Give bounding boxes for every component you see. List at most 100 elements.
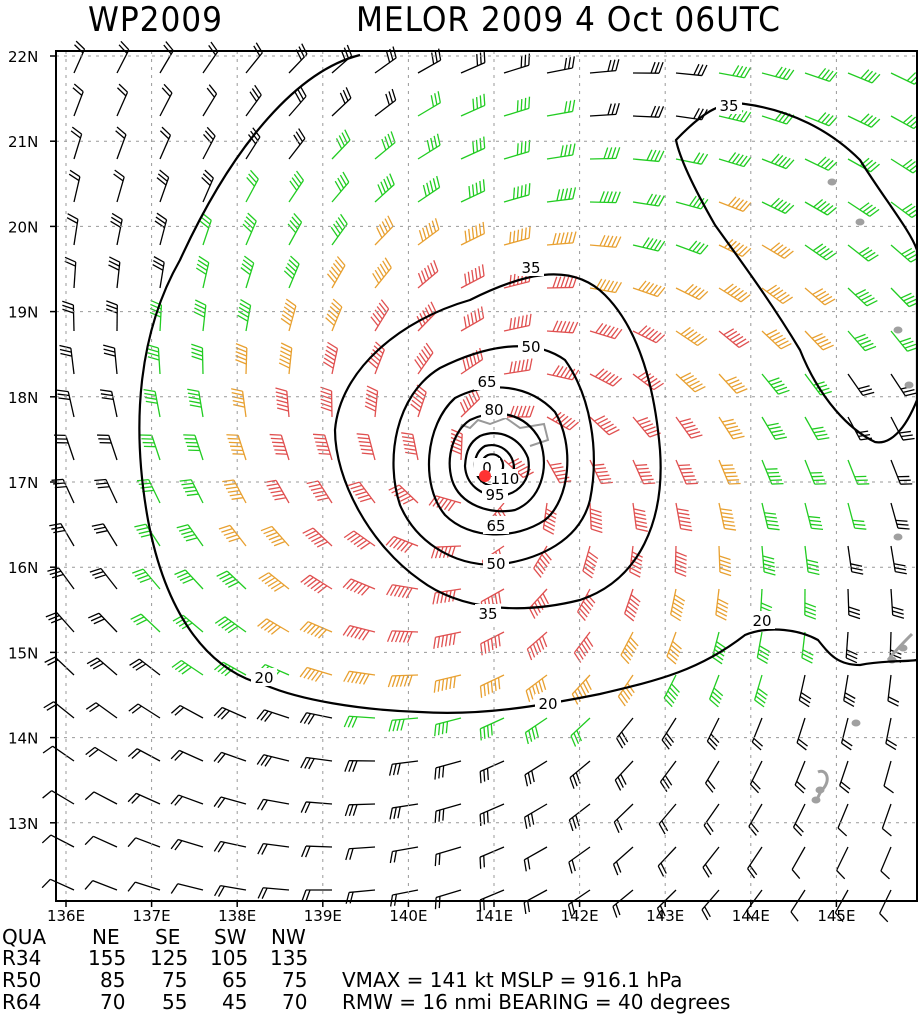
title-storm-time: MELOR 2009 4 Oct 06UTC xyxy=(356,0,781,40)
wind-barb xyxy=(523,803,548,829)
wind-barb xyxy=(881,803,892,837)
wind-barb xyxy=(45,611,75,633)
contour-label: 65 xyxy=(486,517,505,535)
wind-barb xyxy=(702,846,720,878)
wind-barb xyxy=(222,479,247,504)
wind-barb xyxy=(890,545,907,575)
wind-barb xyxy=(890,330,918,352)
wind-barb xyxy=(260,525,290,547)
wind-barb xyxy=(113,169,125,203)
wind-barb xyxy=(843,674,856,707)
wind-barb xyxy=(433,631,462,649)
wind-barb xyxy=(66,213,79,246)
wind-barb xyxy=(325,298,343,332)
latitude-label: 21N xyxy=(8,133,38,151)
wind-barb xyxy=(245,84,262,117)
wind-barb xyxy=(577,588,596,622)
wind-barb xyxy=(47,567,75,590)
wind-barb xyxy=(374,88,397,117)
wind-barb xyxy=(503,96,531,117)
wind-barb xyxy=(661,717,677,750)
wind-barb xyxy=(589,191,621,204)
wind-barb xyxy=(589,59,620,74)
wind-barb xyxy=(546,231,577,246)
wind-barb xyxy=(257,887,290,899)
wind-barb xyxy=(331,87,352,117)
wind-barb xyxy=(417,133,441,160)
wind-barbs-layer xyxy=(41,40,918,923)
contour-label-bg xyxy=(535,694,561,712)
wind-barb xyxy=(115,126,127,160)
wind-barb xyxy=(847,502,867,530)
wind-barb xyxy=(718,152,752,168)
stats-line-rmw-bearing: RMW = 16 nmi BEARING = 40 degrees xyxy=(342,990,731,1014)
wind-barb xyxy=(374,173,395,203)
longitude-label: 141E xyxy=(475,907,513,925)
latitude-label: 14N xyxy=(8,730,38,748)
wind-barb xyxy=(718,65,752,79)
wind-barb xyxy=(73,40,86,74)
wind-barb xyxy=(143,388,161,418)
contour-label: 0 xyxy=(482,459,492,477)
wind-barb xyxy=(890,158,918,174)
wind-barb xyxy=(417,259,439,289)
header-sw: SW xyxy=(214,925,247,949)
wind-barb xyxy=(718,373,748,394)
wind-barb xyxy=(706,717,720,751)
wind-barb xyxy=(433,674,462,693)
row-r34-label: R34 xyxy=(2,946,42,970)
wind-barb xyxy=(320,386,333,418)
wind-barb xyxy=(110,212,123,246)
island xyxy=(827,178,837,186)
wind-barb xyxy=(756,631,770,665)
wind-barb xyxy=(568,803,591,832)
wind-barb xyxy=(300,756,333,770)
stats-line-vmax-mslp: VMAX = 141 kt MSLP = 916.1 hPa xyxy=(342,968,683,992)
contour-label-bg xyxy=(483,554,509,572)
latitude-label: 22N xyxy=(8,48,38,66)
wind-barb xyxy=(127,748,161,762)
wind-barb xyxy=(589,368,623,387)
wind-barb xyxy=(195,255,210,289)
header-nw: NW xyxy=(271,925,306,949)
wind-barb xyxy=(526,631,548,661)
wind-barb xyxy=(589,102,620,117)
wind-barb xyxy=(288,85,307,117)
wind-barb xyxy=(237,298,252,332)
wind-barb xyxy=(42,745,75,762)
wind-barb xyxy=(356,433,376,461)
wind-barb xyxy=(573,631,594,663)
wind-barb xyxy=(434,717,462,737)
wind-barb xyxy=(837,803,849,837)
wind-barb xyxy=(675,416,703,439)
contour-label: 95 xyxy=(485,486,504,504)
wind-barb xyxy=(804,287,836,306)
wind-barb xyxy=(218,524,247,547)
wind-barb xyxy=(503,53,531,74)
wind-barb xyxy=(344,760,376,772)
wind-barb xyxy=(804,545,820,576)
wind-barb xyxy=(372,257,392,289)
wind-barb xyxy=(879,889,892,923)
row-r64-ne: 70 xyxy=(100,990,126,1014)
wind-barb xyxy=(388,717,419,732)
wind-barb xyxy=(804,588,817,620)
wind-barb xyxy=(257,618,290,635)
wind-barb xyxy=(348,481,376,504)
wind-barb xyxy=(70,126,83,160)
wind-barb xyxy=(128,703,161,719)
wind-barb xyxy=(568,846,591,874)
wind-barb xyxy=(890,459,913,485)
wind-barb xyxy=(479,717,505,741)
wind-barb xyxy=(748,803,763,836)
wind-barb xyxy=(632,280,666,298)
wind-barb xyxy=(106,300,118,332)
row-r34-sw: 105 xyxy=(210,946,249,970)
contour-label: 20 xyxy=(254,669,273,687)
island xyxy=(904,381,914,389)
wind-barb xyxy=(330,213,348,246)
wind-barb xyxy=(434,846,462,867)
wind-barb xyxy=(804,112,838,127)
wind-barb xyxy=(108,256,121,289)
